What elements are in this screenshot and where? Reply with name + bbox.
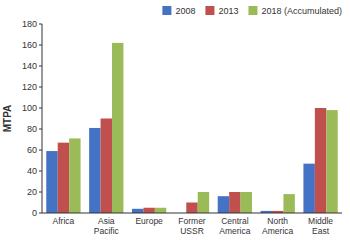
bar xyxy=(186,203,197,214)
bar xyxy=(132,209,143,213)
x-tick-label: CentralAmerica xyxy=(219,216,250,236)
x-tick-label: NorthAmerica xyxy=(262,216,293,236)
y-tick-label: 60 xyxy=(27,145,37,155)
legend-swatch xyxy=(205,6,214,15)
y-tick xyxy=(39,87,42,88)
y-tick-label: 120 xyxy=(22,82,37,92)
x-tick-label: Europe xyxy=(135,216,163,226)
y-tick-label: 40 xyxy=(27,166,37,176)
chart-container: 0 20 40 60 80 100 120 140 160 180 Africa AsiaPacifi… xyxy=(0,0,350,243)
legend-swatch xyxy=(248,6,257,15)
bars xyxy=(46,43,337,213)
y-tick-label: 20 xyxy=(27,187,37,197)
x-tick-label: Africa xyxy=(53,216,75,226)
y-tick xyxy=(39,24,42,25)
legend-swatch xyxy=(162,6,171,15)
bar xyxy=(198,192,209,213)
bar xyxy=(283,194,294,213)
y-tick xyxy=(39,108,42,109)
y-tick xyxy=(39,171,42,172)
bar xyxy=(89,128,100,213)
y-tick xyxy=(39,129,42,130)
y-tick-label: 0 xyxy=(32,208,37,218)
bar xyxy=(101,119,112,214)
x-tick-label: MiddleEast xyxy=(308,216,333,236)
y-tick xyxy=(39,66,42,67)
bar xyxy=(241,192,252,213)
bar xyxy=(58,143,69,213)
y-tick-label: 160 xyxy=(22,40,37,50)
y-axis-label: MTPA xyxy=(2,105,13,133)
bar xyxy=(112,43,123,213)
bar xyxy=(218,196,229,213)
bar xyxy=(46,151,57,213)
bar xyxy=(229,192,240,213)
y-tick xyxy=(39,213,42,214)
bar xyxy=(143,208,154,213)
x-tick-label: AsiaPacific xyxy=(94,216,120,236)
chart: 0 20 40 60 80 100 120 140 160 180 Africa AsiaPacifi… xyxy=(0,0,350,243)
bar xyxy=(69,138,80,213)
bar xyxy=(303,164,314,213)
bar xyxy=(315,108,326,213)
y-axis-line xyxy=(42,24,43,213)
bar xyxy=(326,110,337,213)
y-tick-label: 100 xyxy=(22,103,37,113)
legend-label: 2013 xyxy=(218,6,238,16)
y-tick xyxy=(39,150,42,151)
x-axis-line xyxy=(42,213,342,214)
legend: 2008 2013 2018 (Accumulated) xyxy=(162,6,342,16)
y-tick xyxy=(39,192,42,193)
y-tick-label: 140 xyxy=(22,61,37,71)
y-tick xyxy=(39,45,42,46)
legend-label: 2018 (Accumulated) xyxy=(261,6,342,16)
x-tick-label: FormerUSSR xyxy=(178,216,206,236)
legend-label: 2008 xyxy=(175,6,195,16)
bar xyxy=(155,208,166,213)
y-tick-label: 80 xyxy=(27,124,37,134)
y-tick-label: 180 xyxy=(22,19,37,29)
